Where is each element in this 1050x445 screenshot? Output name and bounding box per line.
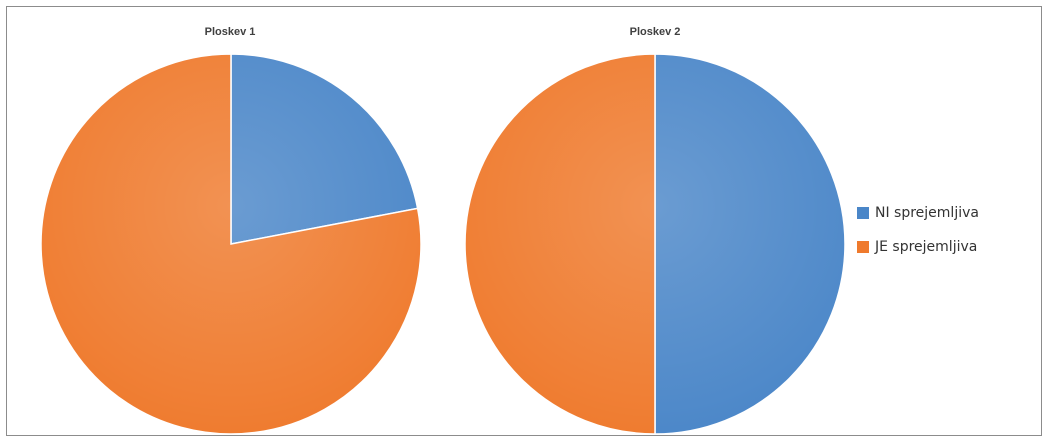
pie-1	[40, 53, 422, 435]
legend-item-ni: NI sprejemljiva	[857, 196, 979, 230]
legend-label-je: JE sprejemljiva	[875, 239, 978, 255]
pie-2-highlight	[465, 54, 845, 434]
legend-item-je: JE sprejemljiva	[857, 230, 979, 264]
legend-swatch-ni	[857, 207, 869, 219]
pie-2-title: Ploskev 2	[629, 26, 681, 38]
legend-label-ni: NI sprejemljiva	[875, 205, 979, 221]
legend-swatch-je	[857, 241, 869, 253]
pie-1-title: Ploskev 1	[204, 26, 256, 38]
pie-1-highlight	[41, 54, 421, 434]
legend: NI sprejemljiva JE sprejemljiva	[857, 196, 979, 264]
pie-2	[464, 53, 846, 435]
